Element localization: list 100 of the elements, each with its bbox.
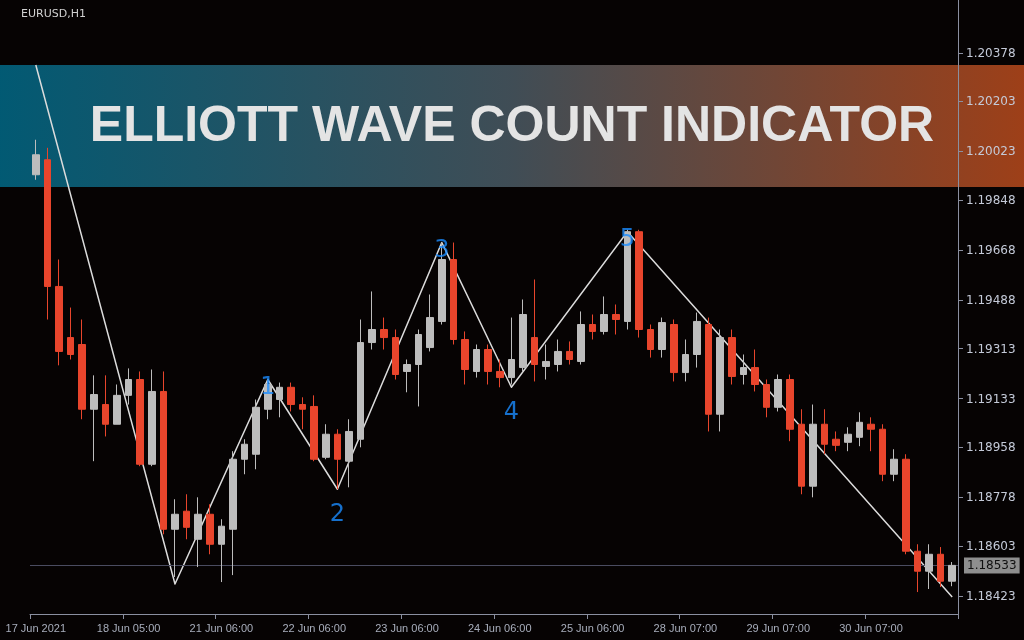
x-tick-label: 25 Jun 06:00 <box>560 621 625 634</box>
annotation: 4 <box>503 397 520 426</box>
candlestick <box>566 340 573 366</box>
candlestick <box>183 493 190 540</box>
candlestick <box>450 242 457 346</box>
candlestick <box>136 370 144 467</box>
x-tick-label: 23 Jun 06:00 <box>375 621 439 634</box>
candlestick <box>519 299 527 372</box>
candlestick <box>160 370 167 535</box>
candlestick <box>44 147 51 320</box>
candlestick <box>589 314 596 341</box>
text: EURUSD,H1 <box>21 7 86 20</box>
y-tick-label: 1.19488 <box>966 293 1016 308</box>
candlestick <box>55 258 63 366</box>
candlestick <box>612 304 620 336</box>
line-series <box>35 64 953 598</box>
candlestick <box>821 408 828 455</box>
candlestick <box>600 295 608 336</box>
candlestick <box>809 404 817 498</box>
candlestick <box>658 317 666 359</box>
text: ELLIOTT WAVE COUNT INDICATOR <box>89 96 935 152</box>
candlestick <box>218 518 225 583</box>
candlestick <box>206 503 214 555</box>
candlestick <box>867 416 875 452</box>
x-tick-label: 18 Jun 05:00 <box>96 621 161 634</box>
candlestick <box>194 496 202 568</box>
candlestick <box>334 428 341 490</box>
candlestick <box>148 369 156 467</box>
y-tick-label: 1.19848 <box>966 193 1016 208</box>
candlestick <box>902 453 910 555</box>
candlestick <box>728 329 736 386</box>
candlestick <box>461 330 469 386</box>
x-tick-label: 30 Jun 07:00 <box>839 621 903 634</box>
candlestick <box>67 307 74 361</box>
candlestick <box>844 426 852 452</box>
candlestick <box>786 374 794 442</box>
y-tick-label: 1.19313 <box>966 341 1016 356</box>
x-tick-label: 22 Jun 06:00 <box>282 621 347 634</box>
candlestick <box>647 324 654 359</box>
candlestick <box>90 374 98 462</box>
candlestick <box>914 543 921 593</box>
candlestick <box>32 139 40 181</box>
y-tick-label: 1.18958 <box>966 440 1016 455</box>
candlestick <box>948 561 956 587</box>
candlestick <box>774 374 782 412</box>
candlestick <box>484 344 492 386</box>
candlestick <box>763 379 770 418</box>
x-tick-label: 24 Jun 06:00 <box>467 621 532 634</box>
candlestick <box>751 349 759 392</box>
y-tick-label: 1.18423 <box>966 588 1016 603</box>
candlestick <box>635 229 643 339</box>
candlestick <box>937 546 944 588</box>
ref-line-label: 1.18533 <box>967 558 1017 573</box>
y-tick-label: 1.20203 <box>966 94 1016 109</box>
candlestick <box>171 498 179 578</box>
candlestick <box>856 411 863 447</box>
candlestick <box>577 310 585 366</box>
candlestick <box>473 344 480 379</box>
candlestick <box>310 394 318 462</box>
y-tick-label: 1.19133 <box>966 391 1016 406</box>
candlestick <box>299 396 306 430</box>
candlestick <box>542 344 550 381</box>
candlestick <box>276 382 283 418</box>
candlestick <box>740 354 747 386</box>
candlestick <box>368 290 376 351</box>
candlestick <box>345 418 353 488</box>
y-tick-label: 1.19668 <box>966 243 1016 258</box>
candlestick <box>403 359 411 393</box>
candlestick <box>670 319 678 382</box>
candlestick <box>322 423 330 460</box>
y-tick-label: 1.18778 <box>966 490 1016 505</box>
x-tick-label: 28 Jun 07:00 <box>653 621 718 634</box>
candlestick <box>78 319 86 420</box>
candlestick <box>693 312 701 369</box>
candlestick <box>241 438 248 475</box>
y-tick-label: 1.20023 <box>966 144 1016 159</box>
candlestick <box>508 317 515 386</box>
y-tick-label: 1.18603 <box>966 538 1016 553</box>
candlestick <box>252 399 260 470</box>
candlestick <box>357 319 364 448</box>
x-tick-label: 29 Jun 07:00 <box>746 621 811 634</box>
candlestick <box>426 294 434 352</box>
candlestick <box>415 329 422 407</box>
candlestick <box>287 382 295 412</box>
candlestick <box>554 339 562 372</box>
candlestick <box>496 359 504 388</box>
x-tick-label: 17 Jun 2021 <box>5 621 67 634</box>
candlestick <box>125 367 132 406</box>
candlestick <box>925 543 933 590</box>
candlestick <box>113 384 121 425</box>
candlestick <box>682 339 689 382</box>
candlestick <box>229 450 237 576</box>
candlestick <box>380 317 388 351</box>
candlestick <box>798 408 805 495</box>
candlestick <box>531 279 538 382</box>
y-tick-label: 1.20378 <box>966 45 1016 60</box>
candlestick <box>879 423 886 482</box>
candlestick <box>890 448 898 482</box>
candlestick <box>705 317 712 432</box>
candlestick <box>392 329 399 381</box>
